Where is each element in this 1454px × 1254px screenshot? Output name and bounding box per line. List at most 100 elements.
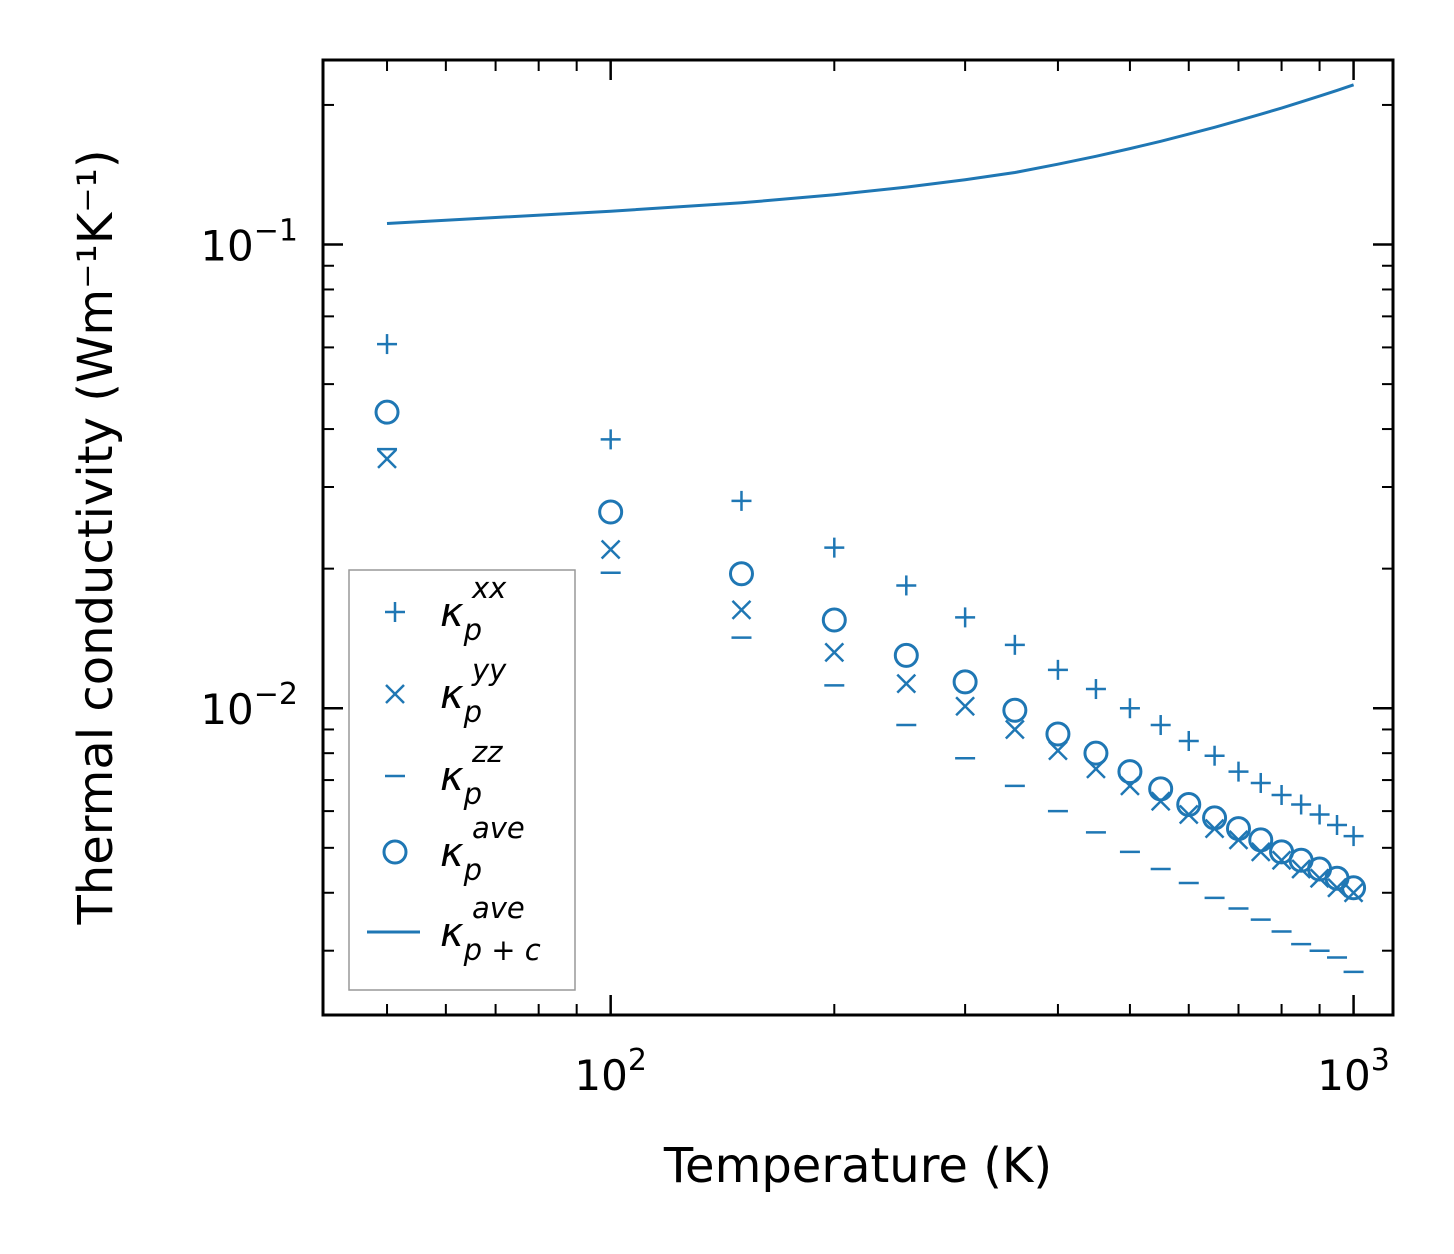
data-point-kp_xx-300: [955, 607, 976, 628]
data-point-kp_ave-400: [1045, 721, 1071, 747]
y-axis-label: Thermal conductivity (Wm⁻¹K⁻¹): [68, 149, 124, 925]
data-point-kp_ave-200: [821, 607, 847, 633]
series-line-kpc_ave: [386, 83, 1355, 225]
x-tick-label-1000: 103: [1317, 1043, 1390, 1100]
data-point-kp_xx-650: [1204, 745, 1225, 766]
legend-label: κp ave: [440, 811, 525, 887]
legend-label: κp + c ave: [440, 891, 541, 967]
plot-frame: [321, 58, 1395, 1017]
legend-marker-plus: [385, 602, 405, 622]
data-point-kp_yy-150: [731, 599, 752, 620]
legend-label-sub: p + c: [463, 933, 541, 967]
x-axis-label: Temperature (K): [663, 1138, 1052, 1194]
axis-ticks: [323, 60, 1393, 1015]
legend-label-sup: ave: [472, 811, 525, 845]
legend-box: [348, 569, 576, 991]
data-point-kp_ave-1000: [1341, 875, 1367, 901]
legend-label-sup: xx: [471, 571, 507, 605]
tick-label-base: 10: [200, 685, 253, 734]
legend-item-kp_xx: κp xx: [385, 571, 507, 647]
tick-label-exponent: −1: [254, 214, 298, 249]
data-point-kp_yy-1000: [1343, 882, 1364, 903]
data-point-kp_xx-500: [1119, 698, 1140, 719]
legend-label: κp zz: [440, 735, 503, 811]
data-point-kp_ave-350: [1002, 697, 1028, 723]
data-point-kp_yy-850: [1291, 859, 1312, 879]
series-kp_xx: [377, 334, 1364, 847]
data-point-kp_ave-750: [1248, 827, 1274, 853]
data-point-kp_xx-600: [1178, 730, 1199, 751]
tick-label-exponent: 2: [628, 1043, 647, 1078]
legend-label-sub: p: [463, 613, 482, 647]
legend-label-base: κ: [440, 830, 464, 876]
data-point-kp_ave-150: [728, 561, 754, 587]
data-point-kp_xx-700: [1228, 761, 1249, 782]
legend-item-kp_ave: κp ave: [382, 811, 525, 887]
data-point-kp_xx-400: [1047, 659, 1068, 680]
data-point-kp_yy-200: [824, 642, 845, 663]
data-point-kp_xx-800: [1271, 784, 1292, 805]
series-kp_zz: [377, 447, 1364, 974]
legend-marker-circle: [382, 839, 408, 865]
legend-marker-x: [385, 684, 405, 704]
tick-label-base: 10: [200, 222, 253, 271]
legend-item-kpc_ave: κp + c ave: [367, 891, 541, 967]
data-point-kp_yy-300: [955, 696, 976, 717]
data-point-kp_ave-50: [374, 399, 400, 425]
data-point-kp_ave-450: [1083, 740, 1109, 766]
data-point-kp_xx-450: [1085, 679, 1106, 700]
data-point-kp_yy-250: [896, 673, 917, 694]
data-point-kp_ave-950: [1324, 865, 1350, 891]
legend-label-base: κ: [440, 590, 464, 636]
legend-label-sub: p: [463, 695, 482, 729]
legend-label-base: κ: [440, 754, 464, 800]
data-point-kp_xx-750: [1250, 772, 1271, 793]
tick-label-base: 10: [574, 1051, 627, 1100]
data-point-kp_yy-900: [1309, 868, 1330, 889]
data-point-kp_ave-250: [893, 642, 919, 668]
data-point-kp_ave-600: [1176, 792, 1202, 818]
legend-label-sub: p: [463, 777, 482, 811]
data-point-kp_yy-800: [1271, 850, 1292, 871]
legend-label-sup: ave: [472, 891, 525, 925]
data-point-kp_xx-950: [1327, 815, 1348, 836]
legend-label-sup: yy: [471, 653, 507, 687]
data-point-kp_yy-50: [377, 448, 397, 469]
data-point-kp_ave-650: [1202, 805, 1228, 831]
legend-item-kp_yy: κp yy: [385, 653, 507, 729]
x-tick-label-100: 102: [574, 1043, 647, 1100]
legend-label-base: κ: [440, 910, 464, 956]
tick-label-exponent: 3: [1371, 1043, 1390, 1078]
data-point-kp_ave-100: [598, 499, 624, 525]
legend-label: κp yy: [440, 653, 507, 729]
legend-label-sup: zz: [471, 735, 503, 769]
data-point-kp_ave-700: [1225, 816, 1251, 842]
data-point-kp_ave-550: [1148, 776, 1174, 802]
data-point-kp_xx-250: [896, 575, 917, 596]
legend-label-base: κ: [440, 672, 464, 718]
tick-label-exponent: −2: [254, 677, 298, 712]
legend-item-kp_zz: κp zz: [385, 735, 503, 811]
y-tick-label-0.01: 10−2: [200, 677, 298, 734]
y-tick-label-0.1: 10−1: [200, 214, 298, 271]
data-point-kp_xx-550: [1150, 715, 1171, 736]
data-point-kp_ave-300: [952, 669, 978, 695]
data-point-kp_xx-850: [1291, 794, 1312, 815]
data-point-kp_xx-200: [824, 537, 845, 558]
data-point-kp_xx-150: [731, 490, 752, 511]
data-point-kp_xx-1000: [1343, 826, 1364, 847]
data-point-kp_ave-500: [1117, 759, 1143, 785]
data-point-kp_yy-100: [600, 539, 621, 560]
legend-label-sub: p: [463, 853, 482, 887]
data-point-kp_yy-350: [1004, 719, 1025, 740]
data-point-kp_xx-350: [1004, 634, 1025, 655]
legend-label: κp xx: [440, 571, 507, 647]
series-kp_ave: [374, 399, 1367, 901]
plot-area: [374, 83, 1367, 974]
tick-label-base: 10: [1317, 1051, 1370, 1100]
data-point-kp_xx-900: [1309, 804, 1330, 825]
data-point-kp_xx-50: [377, 334, 398, 355]
